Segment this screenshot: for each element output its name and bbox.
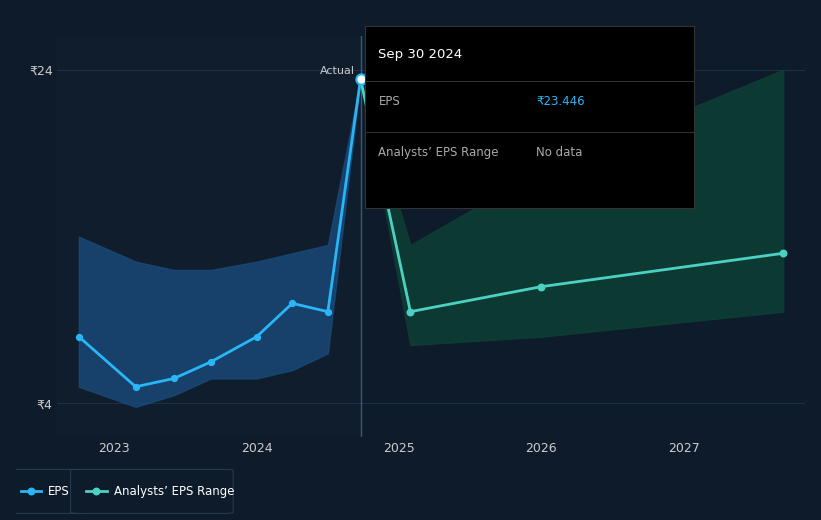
Point bbox=[72, 333, 85, 341]
Point bbox=[89, 487, 103, 496]
Text: Analysts’ EPS Range: Analysts’ EPS Range bbox=[378, 146, 499, 159]
Text: Sep 30 2024: Sep 30 2024 bbox=[378, 48, 463, 61]
Point bbox=[167, 374, 181, 383]
Point bbox=[534, 282, 548, 291]
FancyBboxPatch shape bbox=[71, 470, 233, 513]
Text: ₹23.446: ₹23.446 bbox=[536, 95, 585, 108]
FancyBboxPatch shape bbox=[7, 470, 85, 513]
Text: Actual: Actual bbox=[320, 67, 355, 76]
Point bbox=[204, 358, 218, 366]
Point bbox=[286, 299, 299, 307]
Point bbox=[354, 75, 367, 83]
Point bbox=[129, 383, 142, 391]
Point bbox=[777, 249, 790, 257]
Point bbox=[250, 333, 264, 341]
Point bbox=[25, 487, 38, 496]
Text: EPS: EPS bbox=[378, 95, 400, 108]
Point bbox=[404, 307, 417, 316]
Point bbox=[321, 307, 334, 316]
Text: Analysts’ EPS Range: Analysts’ EPS Range bbox=[113, 485, 234, 498]
Text: No data: No data bbox=[536, 146, 582, 159]
Text: Analysts Forecasts: Analysts Forecasts bbox=[366, 67, 470, 76]
Bar bbox=[57, 36, 360, 437]
Text: EPS: EPS bbox=[48, 485, 70, 498]
